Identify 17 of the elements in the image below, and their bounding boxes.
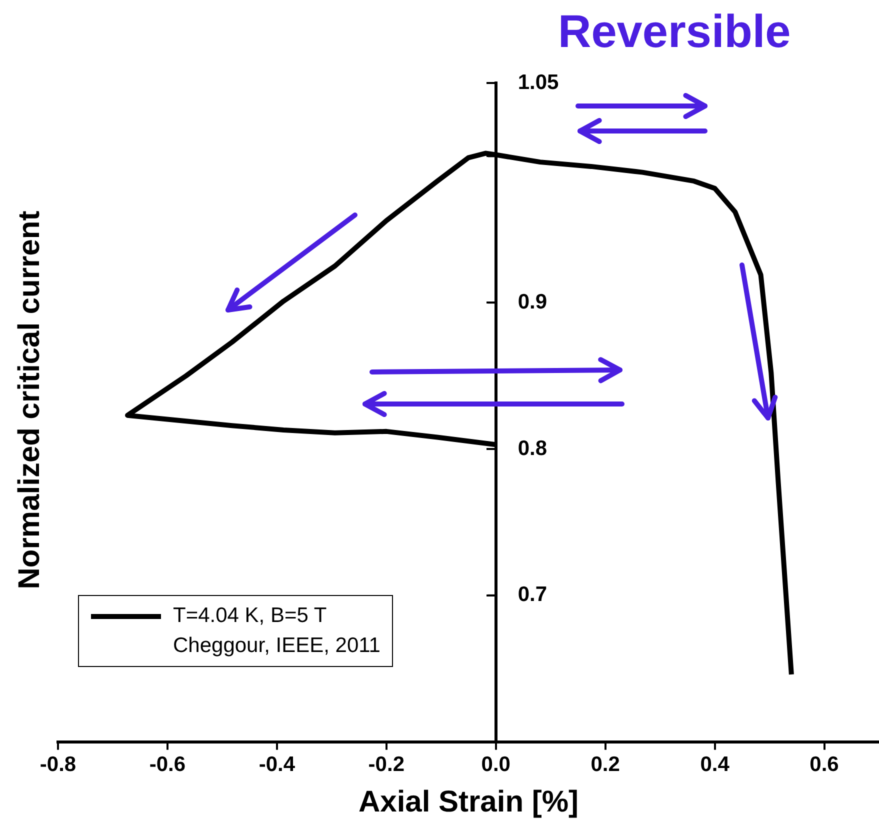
y-axis-title: Normalized critical current xyxy=(13,210,47,590)
x-axis-title: Axial Strain [%] xyxy=(358,785,579,818)
x-tick-label: -0.6 xyxy=(149,753,186,776)
annotation: Cheggour, IEEE, 2011 xyxy=(172,634,380,658)
x-tick-label: -0.2 xyxy=(368,753,404,776)
y-tick-label: 0.7 xyxy=(518,583,548,606)
y-tick-label: 0.8 xyxy=(518,436,548,460)
x-tick-label: 0.6 xyxy=(810,753,839,776)
x-tick-label: 0.4 xyxy=(700,753,730,776)
text: Reversible xyxy=(558,4,791,58)
x-tick-label: 0.2 xyxy=(590,753,620,776)
x-tick-label: -0.4 xyxy=(258,753,296,776)
legend-label: T=4.04 K, B=5 T xyxy=(173,604,327,628)
x-tick-label: 0.0 xyxy=(481,753,510,776)
x-tick-label: -0.8 xyxy=(40,753,76,776)
y-tick-label: 0.9 xyxy=(518,290,548,314)
y-tick-label: 1.05 xyxy=(518,70,560,94)
